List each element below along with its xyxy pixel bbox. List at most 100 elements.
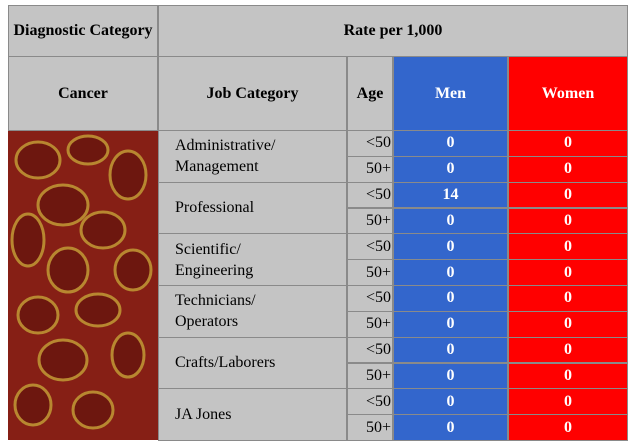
column-header: Job Category bbox=[158, 56, 347, 131]
column-header-text: Men bbox=[434, 84, 467, 102]
job-category-text: Administrative/ Management bbox=[175, 137, 276, 176]
column-header: Women bbox=[508, 56, 628, 131]
age-text: 50+ bbox=[366, 263, 392, 281]
rate-header-text: Rate per 1,000 bbox=[343, 22, 443, 39]
age: <50 bbox=[347, 388, 393, 416]
age: 50+ bbox=[347, 259, 393, 286]
women-rate: 0 bbox=[508, 181, 628, 209]
age: 50+ bbox=[347, 362, 393, 390]
men-rate-text: 0 bbox=[446, 315, 455, 333]
age-text: 50+ bbox=[366, 160, 392, 178]
age: <50 bbox=[347, 130, 393, 157]
women-rate: 0 bbox=[508, 233, 628, 261]
job-category-text: Professional bbox=[175, 199, 255, 217]
job-category: Administrative/ Management bbox=[158, 130, 347, 183]
men-rate-text: 0 bbox=[446, 418, 455, 436]
age-text: <50 bbox=[366, 392, 392, 410]
age-text: <50 bbox=[366, 289, 392, 307]
job-category: Crafts/Laborers bbox=[158, 336, 347, 390]
men-rate-text: 0 bbox=[446, 289, 455, 307]
men-rate: 14 bbox=[393, 181, 508, 209]
cancer-image bbox=[8, 130, 158, 440]
job-category-text: Scientific/ Engineering bbox=[175, 240, 254, 279]
women-rate: 0 bbox=[508, 414, 628, 441]
men-rate-text: 0 bbox=[446, 134, 455, 152]
job-category-text: Technicians/ Operators bbox=[175, 292, 256, 331]
men-rate: 0 bbox=[393, 207, 508, 235]
job-category: Scientific/ Engineering bbox=[158, 233, 347, 286]
diagnostic-category-header-text: Diagnostic Category bbox=[13, 22, 153, 39]
age: 50+ bbox=[347, 155, 393, 183]
job-category: Professional bbox=[158, 181, 347, 235]
column-header: Cancer bbox=[8, 56, 158, 131]
age-text: <50 bbox=[366, 341, 392, 359]
age: 50+ bbox=[347, 207, 393, 235]
men-rate-text: 0 bbox=[446, 263, 455, 281]
men-rate: 0 bbox=[393, 362, 508, 390]
rate-header: Rate per 1,000 bbox=[158, 5, 628, 57]
women-rate-text: 0 bbox=[564, 289, 572, 307]
men-rate: 0 bbox=[393, 155, 508, 183]
job-category: Technicians/ Operators bbox=[158, 285, 347, 338]
age-text: 50+ bbox=[366, 366, 392, 384]
women-rate-text: 0 bbox=[564, 418, 572, 436]
column-header: Age bbox=[347, 56, 393, 131]
column-header-text: Women bbox=[541, 84, 595, 102]
women-rate-text: 0 bbox=[564, 315, 572, 333]
column-header-text: Age bbox=[356, 84, 384, 102]
age: <50 bbox=[347, 285, 393, 312]
age: <50 bbox=[347, 233, 393, 261]
diagnostic-category-header: Diagnostic Category bbox=[8, 5, 158, 57]
men-rate: 0 bbox=[393, 388, 508, 416]
men-rate-text: 0 bbox=[446, 237, 455, 255]
men-rate: 0 bbox=[393, 285, 508, 312]
men-rate: 0 bbox=[393, 310, 508, 338]
women-rate: 0 bbox=[508, 285, 628, 312]
women-rate-text: 0 bbox=[564, 237, 572, 255]
men-rate: 0 bbox=[393, 336, 508, 364]
women-rate: 0 bbox=[508, 310, 628, 338]
age-text: <50 bbox=[366, 134, 392, 152]
job-category-text: Crafts/Laborers bbox=[175, 354, 276, 372]
age-text: 50+ bbox=[366, 315, 392, 333]
women-rate-text: 0 bbox=[564, 160, 572, 178]
column-header-text: Cancer bbox=[58, 84, 108, 102]
women-rate-text: 0 bbox=[564, 134, 572, 152]
age-text: <50 bbox=[366, 237, 392, 255]
women-rate: 0 bbox=[508, 207, 628, 235]
women-rate-text: 0 bbox=[564, 392, 572, 410]
column-header-text: Job Category bbox=[206, 84, 299, 102]
women-rate-text: 0 bbox=[564, 211, 572, 229]
age-text: <50 bbox=[366, 186, 392, 204]
women-rate-text: 0 bbox=[564, 341, 572, 359]
women-rate: 0 bbox=[508, 155, 628, 183]
women-rate: 0 bbox=[508, 362, 628, 390]
age: 50+ bbox=[347, 414, 393, 441]
men-rate: 0 bbox=[393, 130, 508, 157]
men-rate: 0 bbox=[393, 259, 508, 286]
men-rate-text: 0 bbox=[446, 392, 455, 410]
women-rate: 0 bbox=[508, 336, 628, 364]
men-rate-text: 0 bbox=[446, 341, 455, 359]
age: <50 bbox=[347, 336, 393, 364]
men-rate: 0 bbox=[393, 233, 508, 261]
men-rate-text: 0 bbox=[446, 366, 455, 384]
women-rate-text: 0 bbox=[564, 366, 572, 384]
men-rate-text: 0 bbox=[446, 211, 455, 229]
age: <50 bbox=[347, 181, 393, 209]
job-category: JA Jones bbox=[158, 388, 347, 441]
women-rate: 0 bbox=[508, 259, 628, 286]
column-header: Men bbox=[393, 56, 508, 131]
women-rate: 0 bbox=[508, 130, 628, 157]
men-rate-text: 14 bbox=[442, 186, 459, 204]
men-rate-text: 0 bbox=[446, 160, 455, 178]
men-rate: 0 bbox=[393, 414, 508, 441]
women-rate-text: 0 bbox=[564, 263, 572, 281]
women-rate-text: 0 bbox=[564, 186, 572, 204]
age-text: 50+ bbox=[366, 211, 392, 229]
women-rate: 0 bbox=[508, 388, 628, 416]
age: 50+ bbox=[347, 310, 393, 338]
age-text: 50+ bbox=[366, 418, 392, 436]
job-category-text: JA Jones bbox=[175, 406, 232, 424]
